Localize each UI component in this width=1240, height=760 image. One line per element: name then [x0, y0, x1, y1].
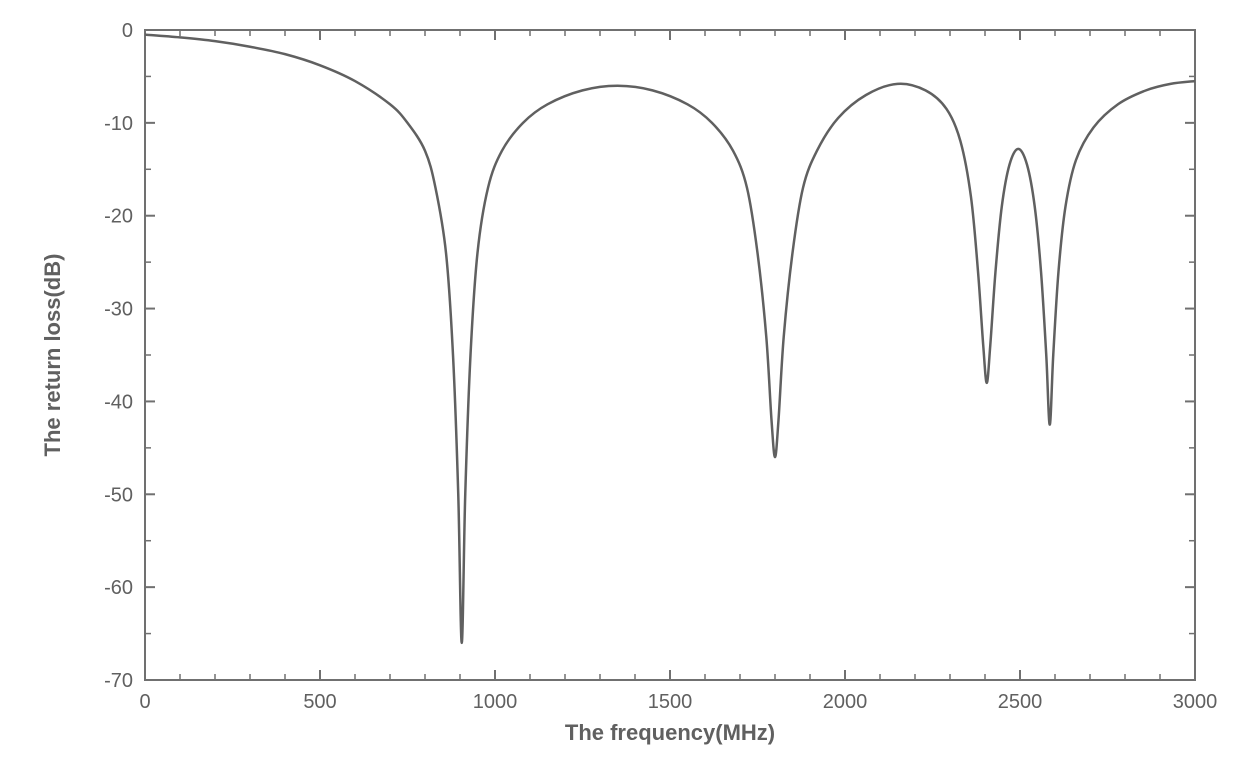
x-tick-label: 2000 [823, 691, 868, 713]
y-axis-label: The return loss(dB) [40, 254, 65, 457]
y-tick-label: -20 [104, 206, 133, 228]
y-tick-label: 0 [122, 20, 133, 42]
x-tick-label: 500 [303, 691, 336, 713]
x-axis-label: The frequency(MHz) [565, 720, 775, 745]
x-tick-label: 2500 [998, 691, 1043, 713]
x-tick-label: 1500 [648, 691, 693, 713]
y-tick-label: -50 [104, 484, 133, 506]
y-tick-label: -60 [104, 577, 133, 599]
y-tick-label: -40 [104, 391, 133, 413]
y-tick-label: -30 [104, 299, 133, 321]
x-tick-label: 1000 [473, 691, 518, 713]
y-tick-label: -10 [104, 113, 133, 135]
y-tick-label: -70 [104, 670, 133, 692]
x-tick-label: 3000 [1173, 691, 1218, 713]
return-loss-chart: 0 500 1000 1500 2000 2500 3000 -70 -60 -50 -40 -30 -… [0, 0, 1240, 760]
x-tick-label: 0 [139, 691, 150, 713]
